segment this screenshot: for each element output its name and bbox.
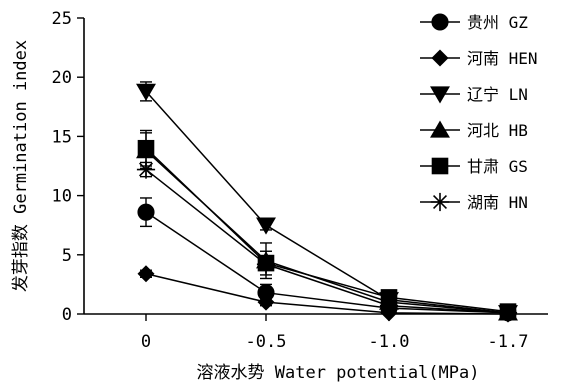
legend-label: 辽宁 LN (467, 85, 528, 104)
data-point (498, 303, 518, 322)
legend-marker (430, 120, 450, 138)
series-line (145, 90, 509, 314)
data-point (137, 265, 155, 283)
legend-entry: 贵州 GZ (420, 13, 528, 32)
axes: 0 5 10 15 20 25 0 -0.5 -1.0 -1.7 溶液水势 Water potent… (11, 9, 548, 383)
data-point (137, 203, 155, 221)
y-axis-title: 发芽指数 Germination index (11, 40, 31, 292)
legend-entry: 甘肃 GS (420, 157, 528, 176)
series-3 (136, 132, 518, 321)
data-point (256, 217, 276, 235)
series-0 (137, 197, 517, 322)
data-point (379, 296, 399, 315)
series-line (145, 147, 509, 313)
series-5 (136, 160, 518, 322)
legend-marker (430, 86, 450, 104)
legend-entry: 湖南 HN (420, 192, 528, 212)
series-line (145, 168, 509, 314)
legend-label: 河北 HB (467, 121, 528, 140)
data-point (136, 160, 156, 179)
data-point (136, 83, 156, 101)
data-point (257, 293, 275, 311)
y-tick-label: 15 (52, 127, 72, 147)
legend-label: 湖南 HN (467, 193, 528, 212)
y-tick-label: 0 (62, 305, 72, 325)
legend: 贵州 GZ 河南 HEN 辽宁 LN 河北 HB 甘肃 GS 湖南 HN (420, 13, 538, 212)
x-tick-label: -0.5 (246, 332, 287, 352)
legend-entry: 河南 HEN (420, 49, 538, 68)
legend-marker (431, 49, 449, 67)
series-line (145, 150, 509, 314)
series-line (145, 273, 509, 315)
y-tick-label: 20 (52, 68, 72, 88)
x-tick-label: -1.7 (488, 332, 529, 352)
legend-entry: 河北 HB (420, 120, 528, 140)
legend-marker (430, 192, 450, 212)
series-layer (136, 81, 518, 323)
series-line (145, 211, 509, 314)
series-4 (137, 129, 517, 320)
y-tick-label: 10 (52, 187, 72, 207)
x-tick-label: -1.0 (369, 332, 410, 352)
legend-label: 甘肃 GS (467, 157, 528, 176)
x-tick-label: 0 (141, 332, 151, 352)
legend-label: 贵州 GZ (467, 13, 528, 32)
y-tick-label: 25 (52, 9, 72, 29)
legend-marker (431, 157, 449, 175)
x-axis-title: 溶液水势 Water potential(MPa) (197, 363, 480, 383)
legend-label: 河南 HEN (467, 49, 538, 68)
data-point (256, 255, 276, 274)
legend-marker (431, 13, 449, 31)
data-point (137, 139, 155, 157)
legend-entry: 辽宁 LN (420, 85, 528, 104)
y-tick-label: 5 (62, 246, 72, 266)
